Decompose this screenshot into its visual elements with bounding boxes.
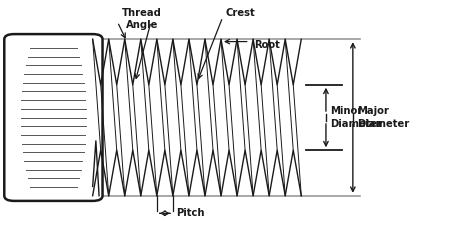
Text: Major
Diameter: Major Diameter xyxy=(357,106,410,129)
FancyBboxPatch shape xyxy=(4,34,103,201)
Text: Minor
Diameter: Minor Diameter xyxy=(330,106,382,129)
Text: Crest: Crest xyxy=(225,8,255,18)
Text: Root: Root xyxy=(254,40,280,51)
Text: Pitch: Pitch xyxy=(176,208,205,218)
Text: Thread
Angle: Thread Angle xyxy=(122,8,162,30)
